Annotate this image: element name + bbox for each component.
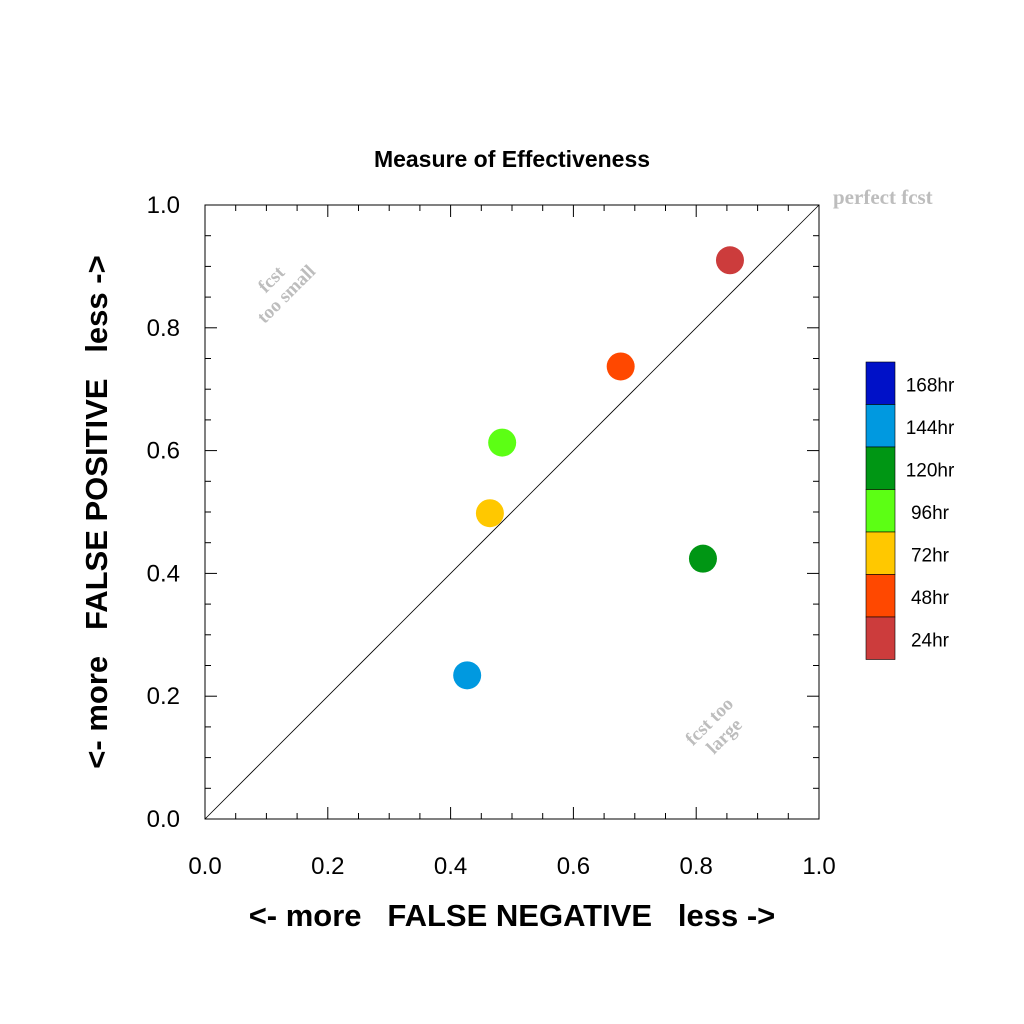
x-tick-label: 0.6 bbox=[557, 853, 590, 880]
too-small-annotation-line2: too small bbox=[253, 261, 320, 328]
y-tick-label: 0.2 bbox=[147, 683, 180, 710]
legend-swatch-72hr bbox=[865, 531, 896, 575]
too-small-annotation: fcst too small bbox=[253, 261, 320, 328]
legend-swatch-24hr bbox=[865, 616, 896, 660]
x-tick-label: 0.0 bbox=[188, 853, 221, 880]
x-tick-label: 1.0 bbox=[802, 853, 835, 880]
y-tick-label: 0.6 bbox=[147, 438, 180, 465]
axes: 0.0 0.2 0.4 0.6 0.8 1.0 0.0 0.2 0.4 0.6 0.8 1.0 bbox=[147, 192, 836, 880]
legend: 168hr 144hr 120hr 96hr 72hr 48hr 24hr bbox=[865, 361, 955, 660]
legend-label-144hr: 144hr bbox=[906, 418, 955, 439]
legend-label-24hr: 24hr bbox=[911, 630, 950, 651]
legend-label-72hr: 72hr bbox=[911, 545, 950, 566]
y-tick-label: 0.8 bbox=[147, 315, 180, 342]
y-tick-label: 0.0 bbox=[147, 806, 180, 833]
data-points bbox=[453, 246, 744, 690]
legend-swatch-48hr bbox=[865, 574, 896, 618]
y-axis-label: <- more FALSE POSITIVE less -> bbox=[79, 255, 114, 768]
data-point-120hr bbox=[688, 544, 717, 573]
x-tick-label: 0.4 bbox=[434, 853, 467, 880]
data-point-72hr bbox=[475, 499, 504, 528]
perfect-forecast-diagonal bbox=[204, 204, 820, 820]
too-large-annotation: fcst too large bbox=[682, 694, 747, 759]
legend-label-168hr: 168hr bbox=[906, 375, 955, 396]
legend-swatch-120hr bbox=[865, 446, 896, 490]
chart-title: Measure of Effectiveness bbox=[374, 146, 650, 172]
perfect-forecast-annotation: perfect fcst bbox=[833, 185, 933, 209]
y-tick-label: 0.4 bbox=[147, 560, 180, 587]
legend-swatch-96hr bbox=[865, 489, 896, 533]
y-tick-label: 1.0 bbox=[147, 192, 180, 219]
legend-label-48hr: 48hr bbox=[911, 588, 950, 609]
x-tick-label: 0.2 bbox=[311, 853, 344, 880]
data-point-96hr bbox=[488, 428, 517, 457]
data-point-144hr bbox=[453, 661, 482, 690]
x-tick-label: 0.8 bbox=[680, 853, 713, 880]
data-point-48hr bbox=[606, 352, 635, 381]
legend-label-96hr: 96hr bbox=[911, 503, 950, 524]
data-point-24hr bbox=[715, 246, 744, 275]
x-axis-label: <- more FALSE NEGATIVE less -> bbox=[249, 898, 776, 933]
legend-swatch-144hr bbox=[865, 404, 896, 448]
legend-label-120hr: 120hr bbox=[906, 460, 955, 481]
legend-swatch-168hr bbox=[865, 361, 896, 405]
